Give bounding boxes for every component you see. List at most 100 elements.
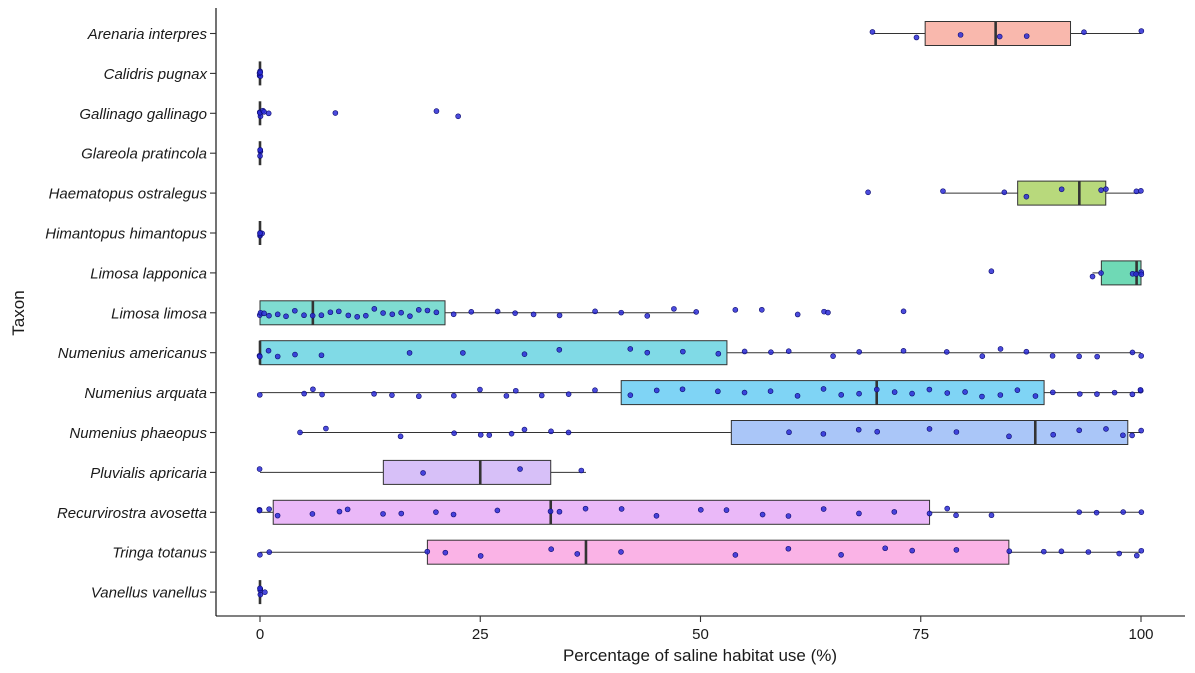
data-point: [442, 549, 449, 556]
data-point: [574, 551, 581, 557]
data-point: [785, 348, 792, 355]
data-point: [1138, 509, 1145, 515]
data-point: [420, 470, 426, 476]
data-point: [940, 188, 946, 194]
data-point: [336, 508, 343, 515]
data-point: [997, 392, 1004, 398]
box: [1017, 180, 1107, 206]
data-point: [547, 508, 554, 515]
data-point: [979, 393, 985, 400]
data-point: [891, 509, 898, 515]
data-point: [715, 350, 722, 357]
data-point: [297, 429, 303, 436]
category-label: Vanellus vanellus: [91, 585, 208, 602]
category-label: Calidris pugnax: [104, 66, 208, 83]
data-point: [644, 313, 651, 319]
data-point: [953, 429, 960, 435]
data-point: [265, 347, 272, 354]
data-point: [582, 505, 589, 512]
data-point: [578, 467, 585, 474]
data-point: [548, 546, 554, 552]
data-point: [618, 506, 625, 512]
data-point: [292, 307, 298, 314]
data-point: [926, 386, 933, 393]
data-point: [424, 307, 431, 314]
data-point: [257, 147, 263, 153]
data-point: [257, 153, 263, 159]
data-point: [944, 505, 951, 512]
data-point: [838, 392, 845, 398]
data-point: [494, 507, 501, 514]
data-point: [759, 511, 766, 518]
data-point: [909, 547, 915, 554]
box: [426, 539, 1010, 565]
data-point: [1041, 548, 1047, 555]
data-point: [266, 506, 272, 512]
data-point: [398, 510, 405, 517]
category-label: Gallinago gallinago: [79, 106, 207, 123]
data-point: [521, 426, 528, 433]
data-point: [1098, 270, 1104, 276]
data-point: [900, 348, 907, 354]
data-point: [503, 393, 510, 399]
data-point: [592, 387, 598, 393]
data-point: [433, 509, 439, 515]
data-point: [671, 306, 677, 312]
data-point: [508, 430, 515, 437]
data-point: [494, 308, 501, 315]
box: [272, 499, 931, 525]
data-point: [256, 466, 263, 472]
data-point: [256, 507, 263, 514]
data-point: [257, 591, 264, 598]
data-point: [283, 313, 289, 320]
data-point: [1081, 29, 1087, 36]
data-point: [1093, 509, 1100, 516]
data-point: [592, 308, 598, 315]
data-point: [415, 307, 422, 313]
data-point: [1058, 186, 1065, 193]
data-point: [389, 392, 395, 398]
data-point: [266, 549, 273, 555]
data-point: [335, 308, 342, 315]
data-point: [820, 386, 827, 392]
data-point: [274, 311, 281, 318]
data-point: [257, 69, 264, 76]
data-point: [371, 391, 377, 397]
category-label: Tringa totanus: [112, 545, 207, 562]
data-point: [988, 512, 995, 519]
data-point: [874, 428, 880, 435]
data-point: [653, 387, 660, 394]
data-point: [477, 432, 484, 438]
category-label: Glareola pratincola: [81, 146, 207, 163]
data-point: [1023, 33, 1030, 39]
plot-layer: [256, 21, 1145, 605]
data-point: [767, 388, 774, 395]
data-point: [732, 307, 739, 313]
data-point: [957, 32, 964, 38]
data-point: [926, 426, 933, 432]
data-point: [1001, 189, 1008, 196]
data-point: [556, 508, 563, 515]
data-point: [1094, 391, 1100, 397]
data-point: [407, 313, 413, 319]
data-point: [310, 386, 316, 393]
data-point: [820, 506, 827, 512]
data-point: [953, 512, 959, 519]
data-point: [332, 110, 339, 116]
data-point: [900, 308, 907, 315]
data-point: [512, 310, 518, 316]
category-label: Himantopus himantopus: [45, 226, 207, 243]
data-point: [323, 425, 329, 432]
data-point: [1133, 271, 1139, 277]
data-point: [825, 309, 831, 316]
data-point: [521, 351, 528, 357]
data-point: [406, 350, 413, 356]
data-point: [318, 352, 325, 359]
data-point: [1023, 193, 1030, 200]
data-point: [758, 306, 765, 313]
category-label: Numenius phaeopus: [69, 425, 207, 442]
x-tick-label: 100: [1128, 626, 1153, 643]
data-point: [856, 390, 862, 397]
data-point: [416, 393, 422, 400]
